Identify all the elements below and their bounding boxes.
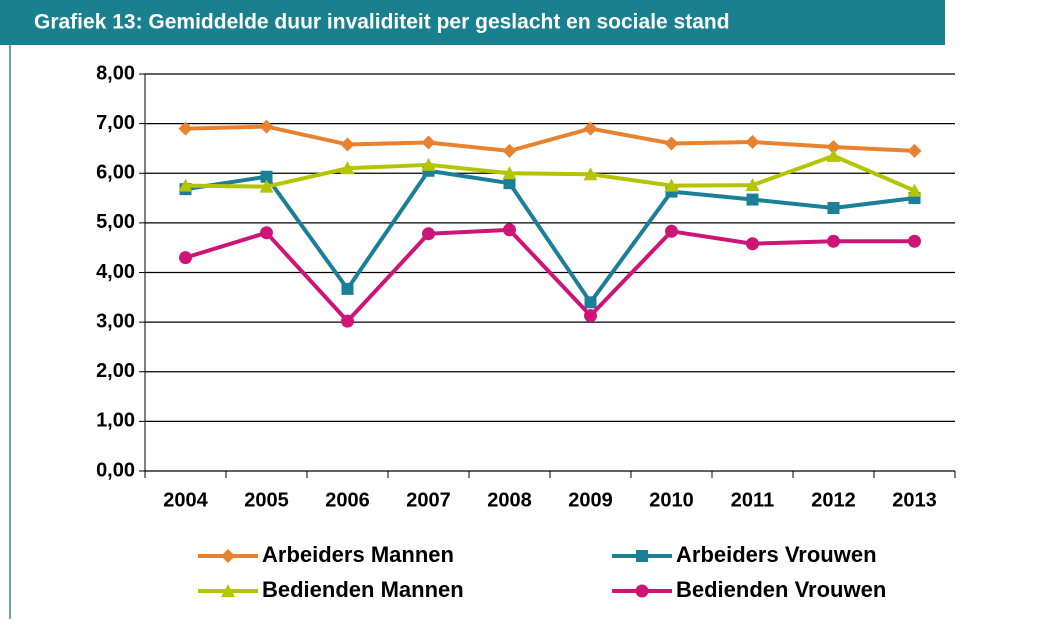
marker xyxy=(421,157,436,171)
legend-label: Bedienden Vrouwen xyxy=(676,577,886,602)
marker xyxy=(746,193,759,206)
y-tick-label: 4,00 xyxy=(96,261,135,283)
marker xyxy=(908,234,921,248)
x-tick-label: 2010 xyxy=(649,489,694,511)
marker xyxy=(907,143,922,158)
marker xyxy=(635,584,649,598)
marker xyxy=(826,148,841,162)
marker xyxy=(178,121,193,136)
marker xyxy=(664,136,679,151)
marker xyxy=(260,170,273,183)
marker xyxy=(584,296,597,309)
marker xyxy=(745,178,760,192)
legend-label: Arbeiders Mannen xyxy=(262,542,454,567)
series-line xyxy=(185,153,916,193)
y-tick-label: 0,00 xyxy=(96,459,135,481)
marker xyxy=(340,161,355,175)
x-tick-label: 2013 xyxy=(892,489,937,511)
marker xyxy=(179,251,192,265)
marker xyxy=(503,223,516,237)
chart-title: Grafiek 13: Gemiddelde duur invaliditeit… xyxy=(34,11,730,34)
x-tick-label: 2009 xyxy=(568,489,613,511)
marker xyxy=(502,143,517,158)
marker xyxy=(259,179,274,193)
legend-label: Arbeiders Vrouwen xyxy=(676,542,877,567)
marker xyxy=(502,166,517,180)
series-line xyxy=(185,124,915,153)
marker xyxy=(665,224,678,238)
marker xyxy=(503,177,516,190)
y-tick-label: 7,00 xyxy=(96,112,135,134)
marker xyxy=(584,309,597,323)
marker xyxy=(583,167,598,181)
marker xyxy=(745,134,760,149)
y-tick-label: 5,00 xyxy=(96,211,135,233)
title-bar xyxy=(0,0,945,45)
x-tick-label: 2012 xyxy=(811,489,856,511)
marker xyxy=(221,584,235,597)
series-line xyxy=(185,168,915,305)
marker xyxy=(421,135,436,150)
marker xyxy=(340,137,355,152)
x-tick-label: 2005 xyxy=(244,489,289,511)
marker xyxy=(826,139,841,154)
x-tick-label: 2004 xyxy=(163,489,208,511)
x-tick-label: 2006 xyxy=(325,489,370,511)
y-tick-label: 8,00 xyxy=(96,62,135,84)
marker xyxy=(341,282,354,295)
marker xyxy=(221,549,235,563)
marker xyxy=(664,178,679,192)
marker xyxy=(827,234,840,248)
y-tick-label: 2,00 xyxy=(96,360,135,382)
x-tick-label: 2011 xyxy=(731,489,774,511)
marker xyxy=(422,227,435,241)
marker xyxy=(341,314,354,328)
series-line xyxy=(184,227,915,324)
marker xyxy=(583,121,598,136)
marker xyxy=(827,201,840,214)
x-tick-label: 2008 xyxy=(487,489,532,511)
marker xyxy=(636,550,648,562)
x-tick-label: 2007 xyxy=(406,489,451,511)
y-tick-label: 3,00 xyxy=(96,310,135,332)
marker xyxy=(907,183,922,197)
legend-label: Bedienden Mannen xyxy=(262,577,464,602)
marker xyxy=(259,119,274,134)
marker xyxy=(178,178,193,192)
marker xyxy=(746,237,759,251)
marker xyxy=(260,226,273,240)
y-tick-label: 6,00 xyxy=(96,162,135,184)
y-tick-label: 1,00 xyxy=(96,410,135,432)
